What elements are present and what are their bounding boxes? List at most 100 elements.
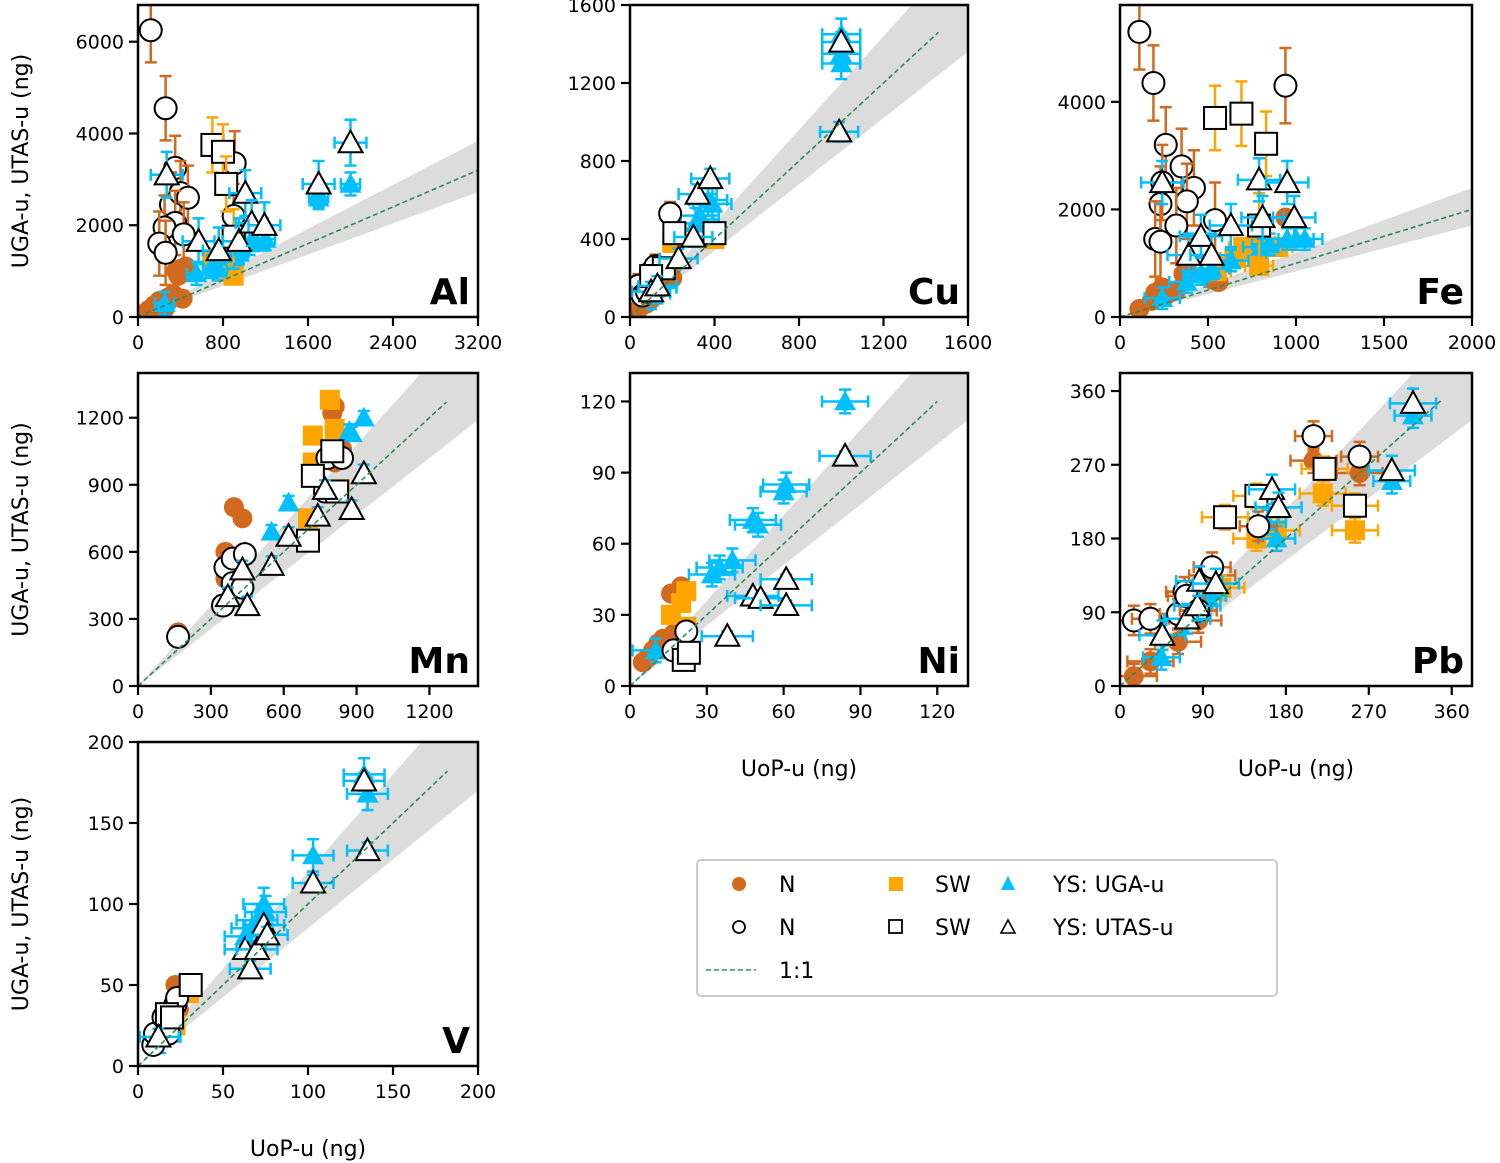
data-point-ys-utas bbox=[772, 565, 800, 590]
data-point-ys-uga bbox=[708, 556, 731, 577]
data-point-ys-uga bbox=[260, 520, 283, 541]
data-point-ys-utas bbox=[827, 27, 855, 53]
legend-marker-ys-filled bbox=[1001, 876, 1015, 890]
legend-marker-sw-open bbox=[888, 919, 903, 934]
data-point-ys-utas bbox=[250, 211, 279, 236]
data-point-sw-utas bbox=[1342, 493, 1367, 518]
series-ys-utas bbox=[630, 27, 862, 303]
data-point-sw-utas bbox=[211, 139, 235, 164]
legend-label-sw-filled: SW bbox=[935, 873, 971, 898]
data-point-ys-utas bbox=[353, 836, 382, 862]
one-to-one-line bbox=[1120, 208, 1472, 317]
y-tick-label: 50 bbox=[100, 975, 124, 997]
x-tick-label: 600 bbox=[266, 701, 302, 723]
x-tick-label: 50 bbox=[211, 1081, 235, 1103]
data-point-n-utas bbox=[1127, 19, 1152, 44]
legend-entry-one-to-one: 1:1 bbox=[706, 959, 814, 984]
series-ys-uga bbox=[1143, 226, 1324, 311]
data-point-n-utas bbox=[1141, 71, 1166, 95]
y-tick-label: 30 bbox=[592, 605, 616, 627]
data-point-ys-utas bbox=[1148, 621, 1177, 646]
y-tick-label: 100 bbox=[88, 894, 124, 916]
axes-frame bbox=[136, 371, 480, 688]
x-tick-label: 400 bbox=[696, 332, 732, 354]
series-ys-utas bbox=[1138, 387, 1438, 652]
data-point-sw-utas bbox=[214, 171, 239, 196]
x-tick-label: 0 bbox=[1114, 701, 1126, 723]
data-point-sw-uga bbox=[1312, 483, 1333, 504]
x-tick-label: 0 bbox=[624, 701, 636, 723]
x-tick-label: 1500 bbox=[1360, 332, 1408, 354]
x-tick-label: 0 bbox=[132, 332, 144, 354]
legend-label-one-to-one: 1:1 bbox=[779, 959, 814, 984]
x-tick-label: 300 bbox=[193, 701, 229, 723]
legend-entry-sw-utas: SW bbox=[888, 916, 971, 941]
legend-entry-ys-utas: YS: UTAS-u bbox=[999, 916, 1174, 941]
x-tick-label: 0 bbox=[1114, 332, 1126, 354]
data-point-ys-uga bbox=[302, 844, 325, 865]
data-point-ys-utas bbox=[1183, 591, 1212, 617]
data-point-n-utas bbox=[1169, 154, 1194, 179]
x-tick-label: 3200 bbox=[454, 332, 502, 354]
data-point-ys-utas bbox=[1280, 203, 1308, 229]
legend-marker-n-filled bbox=[732, 877, 746, 891]
legend: N SW YS: UGA-u N SW YS: UTAS-u 1:1 bbox=[696, 859, 1278, 997]
data-point-ys-utas bbox=[831, 441, 859, 467]
plot-area-ni bbox=[630, 373, 968, 686]
one-to-one-line bbox=[630, 400, 938, 686]
data-point-ys-utas bbox=[253, 920, 281, 946]
legend-label-sw-open: SW bbox=[935, 916, 971, 941]
legend-entry-ys-uga: YS: UGA-u bbox=[1001, 873, 1164, 898]
data-point-ys-utas bbox=[274, 522, 303, 547]
y-tick-label: 2000 bbox=[76, 215, 124, 237]
data-point-sw-utas bbox=[1213, 505, 1238, 530]
data-point-sw-utas bbox=[1254, 131, 1279, 156]
data-point-n-uga bbox=[1168, 631, 1189, 652]
y-tick-label: 180 bbox=[1070, 529, 1106, 551]
data-point-ys-utas bbox=[304, 169, 333, 195]
plot-area-v bbox=[138, 742, 478, 1066]
data-point-n-utas bbox=[1148, 229, 1173, 254]
x-tick-label: 1000 bbox=[1272, 332, 1320, 354]
axes-frame bbox=[628, 371, 970, 688]
data-point-sw-utas bbox=[1312, 456, 1337, 481]
data-point-ys-uga bbox=[1293, 228, 1316, 248]
data-point-ys-uga bbox=[339, 172, 362, 193]
y-tick-label: 0 bbox=[604, 307, 616, 329]
y-tick-label: 2000 bbox=[1058, 199, 1106, 221]
x-tick-label: 2400 bbox=[369, 332, 417, 354]
data-point-ys-utas bbox=[311, 475, 339, 500]
data-point-n-utas bbox=[1246, 514, 1271, 539]
legend-label-ys-uga: YS: UGA-u bbox=[1052, 873, 1164, 898]
data-point-ys-uga bbox=[1150, 646, 1173, 667]
y-tick-label: 150 bbox=[88, 813, 124, 835]
x-axis-label: UoP-u (ng) bbox=[250, 1137, 366, 1162]
data-point-ys-utas bbox=[228, 555, 257, 581]
uncertainty-band bbox=[1120, 187, 1472, 317]
data-point-ys-utas bbox=[1148, 168, 1176, 194]
y-tick-label: 1600 bbox=[568, 0, 616, 17]
data-point-ys-utas bbox=[233, 591, 261, 617]
data-point-ys-utas bbox=[1197, 241, 1226, 266]
data-point-sw-uga bbox=[319, 389, 340, 410]
x-tick-label: 100 bbox=[290, 1081, 326, 1103]
legend-marker-ys-open bbox=[999, 918, 1017, 934]
y-tick-label: 6000 bbox=[76, 32, 124, 54]
x-tick-label: 30 bbox=[695, 701, 719, 723]
data-point-ys-utas bbox=[1378, 456, 1406, 482]
data-point-ys-utas bbox=[338, 495, 366, 520]
x-tick-label: 1600 bbox=[284, 332, 332, 354]
data-point-ys-utas bbox=[350, 766, 378, 792]
data-point-ys-utas bbox=[1217, 211, 1245, 237]
data-point-sw-utas bbox=[160, 1005, 184, 1030]
panel-fe: 0 500 1000 1500 2000 0 2000 4000 Fe bbox=[1058, 3, 1496, 354]
y-tick-label: 400 bbox=[580, 229, 616, 251]
y-axis-label: UGA-u, UTAS-u (ng) bbox=[9, 54, 34, 268]
series-ys-utas bbox=[1139, 157, 1317, 278]
y-tick-label: 0 bbox=[112, 676, 124, 698]
data-point-ys-utas bbox=[231, 179, 260, 204]
data-point-ys-utas bbox=[236, 954, 264, 980]
y-tick-label: 4000 bbox=[1058, 92, 1106, 114]
